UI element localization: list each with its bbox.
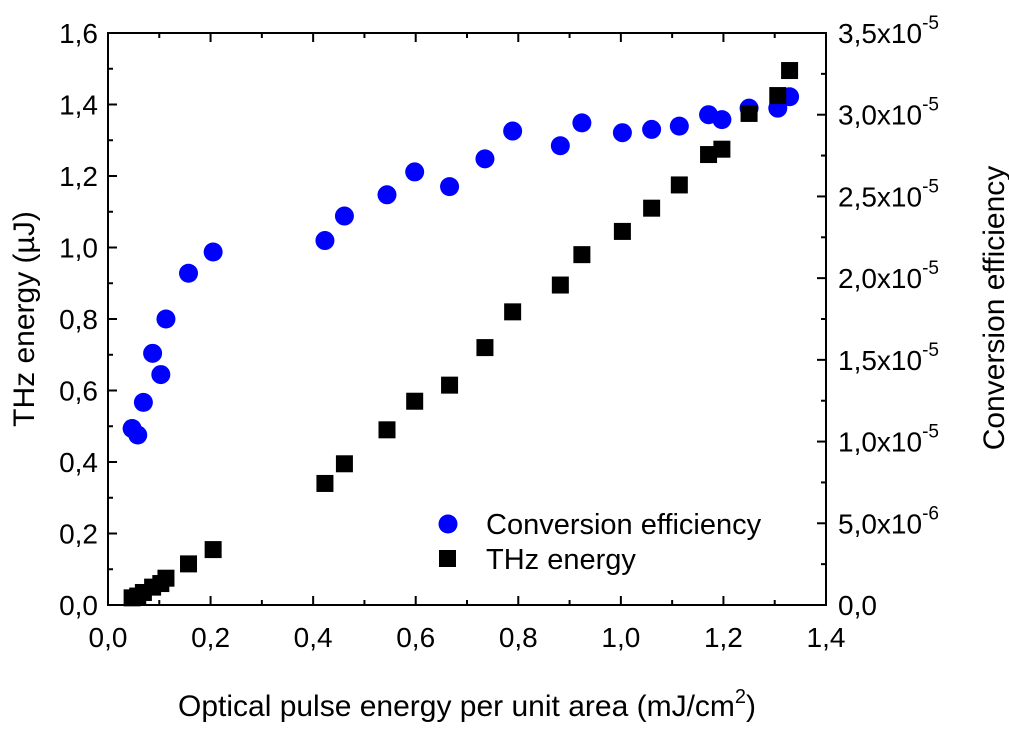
x-axis-title-superscript: 2 [735,686,746,708]
y-right-tick-exponent: -6 [922,503,939,524]
x-axis-title-end: ) [746,690,756,723]
conversion-efficiency-point [203,242,223,262]
conversion-efficiency-point [156,309,176,329]
y-left-tick-label: 1,0 [59,233,98,264]
y-left-tick-label: 0,4 [59,447,98,478]
y-left-axis-title: THz energy (µJ) [8,211,41,427]
conversion-efficiency-point [572,113,592,133]
y-left-tick-label: 0,2 [59,519,98,550]
x-tick-label: 0,8 [499,622,538,653]
conversion-efficiency-point [334,206,354,226]
conversion-efficiency-point [405,162,425,182]
thz-energy-point [204,541,222,559]
y-left-tick-label: 1,4 [59,90,98,121]
thz-energy-point [551,276,569,294]
thz-energy-point [335,455,353,473]
thz-energy-point [316,474,334,492]
conversion-efficiency-point [151,365,171,385]
x-axis-title: Optical pulse energy per unit area (mJ/c… [178,686,756,723]
y-right-tick-mantissa: 5,0x10 [838,508,922,539]
y-right-tick-exponent: -5 [922,258,939,279]
conversion-efficiency-point [315,231,335,251]
thz-energy-point [740,104,758,122]
x-axis-title-main: Optical pulse energy per unit area (mJ/c… [178,690,735,723]
y-right-tick-label: 3,0x10-5 [838,95,939,131]
y-right-axis-title: Conversion efficiency [978,166,1009,451]
thz-energy-point [157,569,175,587]
legend: Conversion efficiency THz energy [438,509,762,576]
thz-energy-point [504,303,522,321]
conversion-efficiency-point [550,136,570,156]
conversion-efficiency-point [440,177,460,197]
y-right-tick-label: 0,0 [838,590,877,621]
thz-energy-point [713,140,731,158]
thz-energy-point [781,62,799,80]
x-tick-label: 0,0 [89,622,128,653]
y-left-tick-label: 0,6 [59,376,98,407]
conversion-efficiency-point [377,185,397,205]
data-points [122,62,800,607]
y-right-tick-label: 2,5x10-5 [838,176,939,212]
legend-label-conversion-efficiency: Conversion efficiency [486,509,762,541]
thz-energy-point [769,87,787,105]
y-right-tick-mantissa: 1,0x10 [838,427,922,458]
thz-energy-point [670,176,688,194]
conversion-efficiency-point [179,263,199,283]
y-left-tick-label: 0,8 [59,304,98,335]
y-right-tick-mantissa: 3,0x10 [838,100,922,131]
y-left-tick-label: 1,6 [59,18,98,49]
x-tick-label: 1,4 [807,622,846,653]
y-right-tick-label: 1,0x10-5 [838,422,939,458]
thz-energy-point [378,421,396,439]
plot-area [107,32,827,606]
legend-marker-conversion-efficiency [438,514,458,534]
conversion-efficiency-point [503,121,523,141]
conversion-efficiency-point [642,119,662,139]
thz-energy-point [180,555,198,573]
x-tick-label: 0,6 [396,622,435,653]
y-right-tick-mantissa: 0,0 [838,590,877,621]
y-right-tick-exponent: -5 [922,176,939,197]
y-left-tick-label: 0,0 [59,590,98,621]
y-right-tick-exponent: -5 [922,422,939,443]
y-right-tick-label: 5,0x10-6 [838,503,939,539]
y-right-tick-exponent: -5 [922,340,939,361]
thz-energy-point [441,376,459,394]
y-right-tick-mantissa: 3,5x10 [838,18,922,49]
x-tick-label: 0,4 [294,622,333,653]
thz-energy-point [700,146,718,164]
y-right-tick-mantissa: 2,0x10 [838,263,922,294]
thz-energy-point [406,392,424,410]
x-tick-label: 1,0 [601,622,640,653]
conversion-efficiency-point [143,343,163,363]
y-right-tick-exponent: -5 [922,13,939,34]
x-tick-label: 1,2 [704,622,743,653]
y-right-tick-label: 1,5x10-5 [838,340,939,376]
conversion-efficiency-point [712,110,732,130]
legend-marker-thz-energy [439,550,456,567]
conversion-efficiency-point [128,425,148,445]
y-right-tick-label: 3,5x10-5 [838,13,939,49]
conversion-efficiency-point [669,116,689,136]
thz-energy-point [643,199,661,217]
conversion-efficiency-point [133,392,153,412]
thz-energy-point [573,246,591,264]
thz-energy-point [476,339,494,357]
thz-energy-point [613,222,631,240]
y-left-tick-label: 1,2 [59,161,98,192]
x-tick-label: 0,2 [191,622,230,653]
y-right-tick-mantissa: 1,5x10 [838,345,922,376]
tick-labels: 0,0 0,2 0,4 0,6 0,8 1,0 1,2 1,40,00,20,40,60,81… [59,13,939,653]
conversion-efficiency-point [612,123,632,143]
y-right-tick-exponent: -5 [922,95,939,116]
y-right-tick-label: 2,0x10-5 [838,258,939,294]
conversion-efficiency-point [475,149,495,169]
legend-label-thz-energy: THz energy [486,544,636,576]
y-right-tick-mantissa: 2,5x10 [838,181,922,212]
